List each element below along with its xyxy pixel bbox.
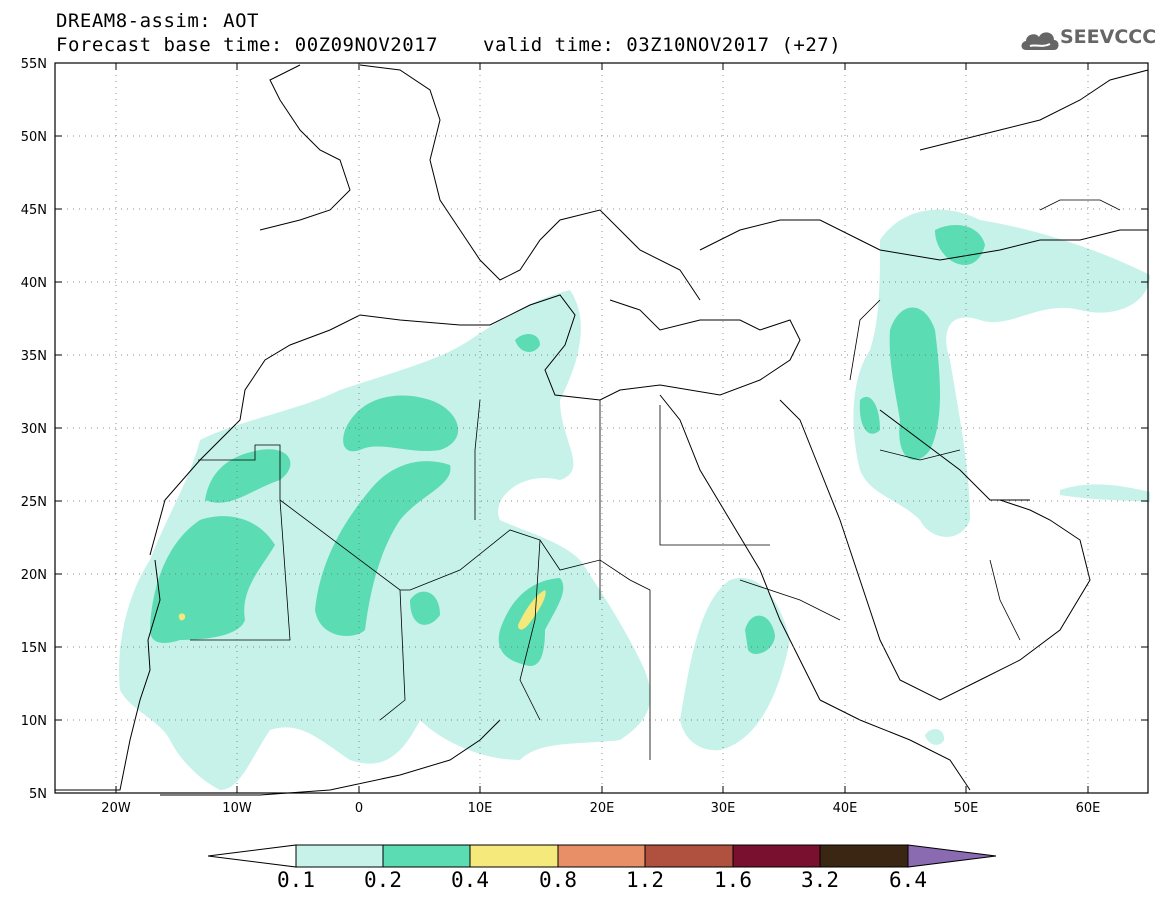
lat-label: 25N	[21, 495, 47, 510]
lon-label: 20E	[590, 801, 615, 816]
colorbar-swatch	[732, 844, 821, 868]
lon-label: 50E	[954, 801, 979, 816]
axis-ticks	[55, 62, 1148, 793]
lat-label: 50N	[21, 130, 47, 145]
colorbar-swatch	[295, 844, 384, 868]
lon-label: 40E	[833, 801, 858, 816]
lon-label: 60E	[1076, 801, 1101, 816]
grid-lines	[55, 63, 1148, 793]
colorbar-label: 0.8	[539, 868, 577, 892]
lon-label: 20W	[101, 801, 131, 816]
colorbar-label: 0.4	[451, 868, 489, 892]
colorbar-swatch	[819, 844, 909, 868]
colorbar-swatch	[644, 844, 734, 868]
colorbar-over-arrow	[907, 844, 997, 868]
valid-time: valid time: 03Z10NOV2017 (+27)	[483, 34, 842, 56]
seevccc-logo-text: SEEVCCC	[1060, 26, 1157, 48]
colorbar-swatch	[557, 844, 646, 868]
lat-label: 40N	[21, 276, 47, 291]
cloud-icon	[1021, 32, 1059, 50]
colorbar-label: 1.6	[714, 868, 752, 892]
colorbar-label: 1.2	[626, 868, 664, 892]
colorbar-label: 3.2	[801, 868, 839, 892]
colorbar-swatch	[469, 844, 559, 868]
colorbar-label: 0.1	[277, 868, 315, 892]
lat-label: 30N	[21, 422, 47, 437]
lat-label: 15N	[21, 641, 47, 656]
lat-label: 55N	[21, 57, 47, 72]
forecast-base-time: Forecast base time: 00Z09NOV2017	[56, 34, 439, 56]
lon-label: 10E	[468, 801, 493, 816]
lon-label: 10W	[222, 801, 252, 816]
aot-field-high	[178, 590, 546, 630]
lat-label: 5N	[29, 787, 47, 802]
lat-label: 45N	[21, 203, 47, 218]
lat-label: 10N	[21, 714, 47, 729]
lon-label: 0	[355, 801, 363, 816]
lat-label: 35N	[21, 349, 47, 364]
colorbar-swatch	[382, 844, 471, 868]
colorbar-label: 6.4	[889, 868, 927, 892]
lon-label: 30E	[711, 801, 736, 816]
colorbar-under-arrow	[207, 844, 297, 868]
colorbar-label: 0.2	[364, 868, 402, 892]
country-borders	[190, 199, 1121, 760]
map-title: DREAM8-assim: AOT	[56, 10, 259, 32]
colorbar	[207, 844, 997, 868]
lat-label: 20N	[21, 568, 47, 583]
